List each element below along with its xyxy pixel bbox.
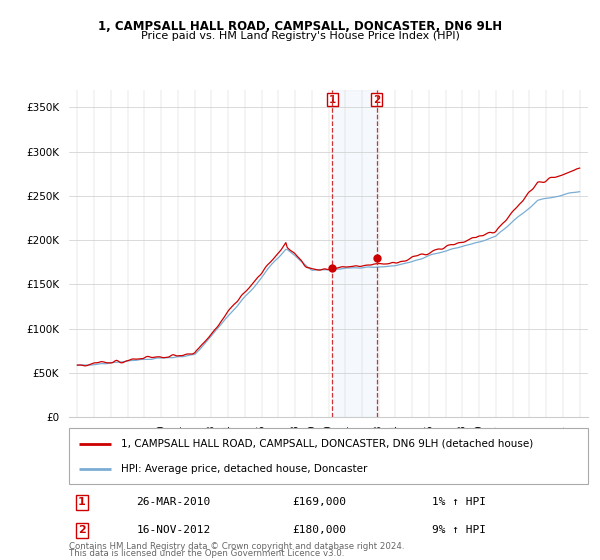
Bar bbox=[332, 90, 377, 417]
Text: 9% ↑ HPI: 9% ↑ HPI bbox=[432, 525, 486, 535]
Text: 2: 2 bbox=[78, 525, 86, 535]
Text: 2: 2 bbox=[373, 95, 380, 105]
FancyBboxPatch shape bbox=[69, 428, 588, 484]
Text: 1, CAMPSALL HALL ROAD, CAMPSALL, DONCASTER, DN6 9LH: 1, CAMPSALL HALL ROAD, CAMPSALL, DONCAST… bbox=[98, 20, 502, 32]
Text: 1, CAMPSALL HALL ROAD, CAMPSALL, DONCASTER, DN6 9LH (detached house): 1, CAMPSALL HALL ROAD, CAMPSALL, DONCAST… bbox=[121, 438, 533, 449]
Text: 1: 1 bbox=[329, 95, 336, 105]
Text: HPI: Average price, detached house, Doncaster: HPI: Average price, detached house, Donc… bbox=[121, 464, 367, 474]
Text: Contains HM Land Registry data © Crown copyright and database right 2024.: Contains HM Land Registry data © Crown c… bbox=[69, 542, 404, 551]
Text: Price paid vs. HM Land Registry's House Price Index (HPI): Price paid vs. HM Land Registry's House … bbox=[140, 31, 460, 41]
Text: 1% ↑ HPI: 1% ↑ HPI bbox=[432, 497, 486, 507]
Text: 1: 1 bbox=[78, 497, 86, 507]
Text: £169,000: £169,000 bbox=[292, 497, 346, 507]
Text: £180,000: £180,000 bbox=[292, 525, 346, 535]
Text: 26-MAR-2010: 26-MAR-2010 bbox=[136, 497, 211, 507]
Text: 16-NOV-2012: 16-NOV-2012 bbox=[136, 525, 211, 535]
Text: This data is licensed under the Open Government Licence v3.0.: This data is licensed under the Open Gov… bbox=[69, 549, 344, 558]
